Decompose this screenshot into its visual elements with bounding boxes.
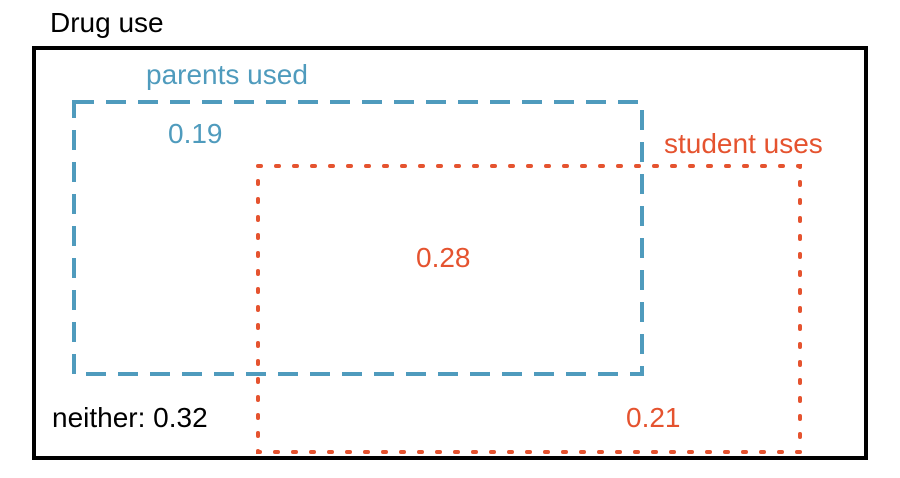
parents-used-label: parents used (146, 59, 308, 90)
universe-box (32, 46, 868, 460)
student-only-value: 0.21 (626, 402, 681, 433)
parents-used-box (72, 100, 644, 376)
intersection-value: 0.28 (416, 242, 471, 273)
student-uses-box (256, 164, 802, 454)
student-uses-label: student uses (664, 128, 823, 159)
neither-label: neither: 0.32 (52, 402, 208, 433)
parents-only-value: 0.19 (168, 118, 223, 149)
diagram-title: Drug use (50, 7, 164, 38)
